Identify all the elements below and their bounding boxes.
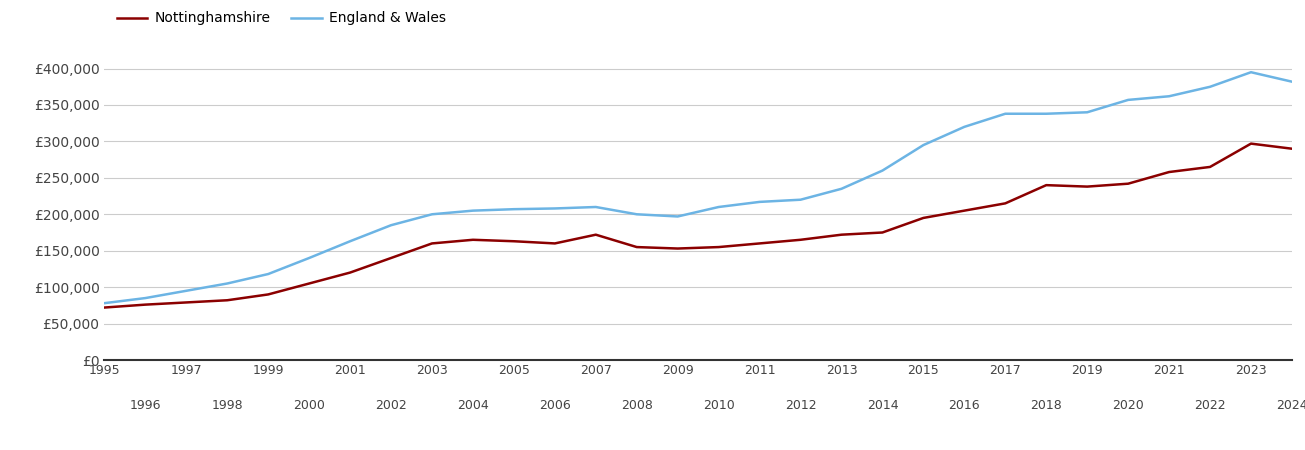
- Text: 1996: 1996: [129, 399, 161, 412]
- Nottinghamshire: [752, 241, 767, 246]
- England & Wales: [384, 222, 399, 228]
- England & Wales: [219, 281, 235, 286]
- Text: 2012: 2012: [784, 399, 817, 412]
- Nottinghamshire: [1244, 141, 1259, 146]
- England & Wales: [711, 204, 727, 210]
- England & Wales: [874, 168, 890, 173]
- Nottinghamshire: [589, 232, 604, 238]
- Text: 2016: 2016: [949, 399, 980, 412]
- Text: 2018: 2018: [1031, 399, 1062, 412]
- England & Wales: [1244, 69, 1259, 75]
- Nottinghamshire: [997, 201, 1013, 206]
- England & Wales: [342, 238, 358, 244]
- England & Wales: [589, 204, 604, 210]
- Nottinghamshire: [916, 215, 932, 220]
- England & Wales: [752, 199, 767, 205]
- England & Wales: [261, 271, 277, 277]
- England & Wales: [1202, 84, 1218, 90]
- Nottinghamshire: [1161, 169, 1177, 175]
- Nottinghamshire: [711, 244, 727, 250]
- England & Wales: [506, 207, 522, 212]
- Nottinghamshire: [179, 300, 194, 305]
- Text: 1998: 1998: [211, 399, 243, 412]
- Nottinghamshire: [1284, 146, 1300, 151]
- Nottinghamshire: [384, 255, 399, 261]
- England & Wales: [792, 197, 808, 202]
- Text: 2022: 2022: [1194, 399, 1225, 412]
- Nottinghamshire: [547, 241, 562, 246]
- England & Wales: [137, 295, 153, 301]
- England & Wales: [179, 288, 194, 293]
- Text: 2014: 2014: [867, 399, 898, 412]
- England & Wales: [957, 124, 972, 130]
- Text: 2020: 2020: [1112, 399, 1144, 412]
- England & Wales: [1079, 110, 1095, 115]
- Nottinghamshire: [219, 297, 235, 303]
- England & Wales: [669, 214, 685, 219]
- Nottinghamshire: [1079, 184, 1095, 189]
- Text: 2024: 2024: [1276, 399, 1305, 412]
- England & Wales: [834, 186, 850, 192]
- Nottinghamshire: [506, 238, 522, 244]
- Nottinghamshire: [97, 305, 112, 310]
- England & Wales: [547, 206, 562, 211]
- England & Wales: [1120, 97, 1135, 103]
- Text: 2006: 2006: [539, 399, 570, 412]
- Nottinghamshire: [342, 270, 358, 275]
- Text: 2010: 2010: [703, 399, 735, 412]
- Nottinghamshire: [874, 230, 890, 235]
- Nottinghamshire: [301, 281, 317, 286]
- Nottinghamshire: [1120, 181, 1135, 186]
- Text: 2004: 2004: [457, 399, 489, 412]
- England & Wales: [465, 208, 480, 213]
- England & Wales: [1161, 94, 1177, 99]
- Nottinghamshire: [629, 244, 645, 250]
- Line: Nottinghamshire: Nottinghamshire: [104, 144, 1292, 307]
- England & Wales: [1039, 111, 1054, 117]
- Nottinghamshire: [261, 292, 277, 297]
- Nottinghamshire: [1202, 164, 1218, 170]
- Line: England & Wales: England & Wales: [104, 72, 1292, 303]
- Nottinghamshire: [424, 241, 440, 246]
- England & Wales: [97, 301, 112, 306]
- England & Wales: [629, 212, 645, 217]
- Text: 2000: 2000: [294, 399, 325, 412]
- Nottinghamshire: [137, 302, 153, 307]
- Nottinghamshire: [465, 237, 480, 243]
- England & Wales: [916, 142, 932, 148]
- England & Wales: [301, 255, 317, 261]
- Text: 2002: 2002: [375, 399, 407, 412]
- Nottinghamshire: [792, 237, 808, 243]
- Legend: Nottinghamshire, England & Wales: Nottinghamshire, England & Wales: [111, 6, 452, 31]
- Text: 2008: 2008: [621, 399, 652, 412]
- Nottinghamshire: [1039, 182, 1054, 188]
- England & Wales: [997, 111, 1013, 117]
- Nottinghamshire: [957, 208, 972, 213]
- Nottinghamshire: [834, 232, 850, 238]
- England & Wales: [1284, 79, 1300, 85]
- Nottinghamshire: [669, 246, 685, 251]
- England & Wales: [424, 212, 440, 217]
